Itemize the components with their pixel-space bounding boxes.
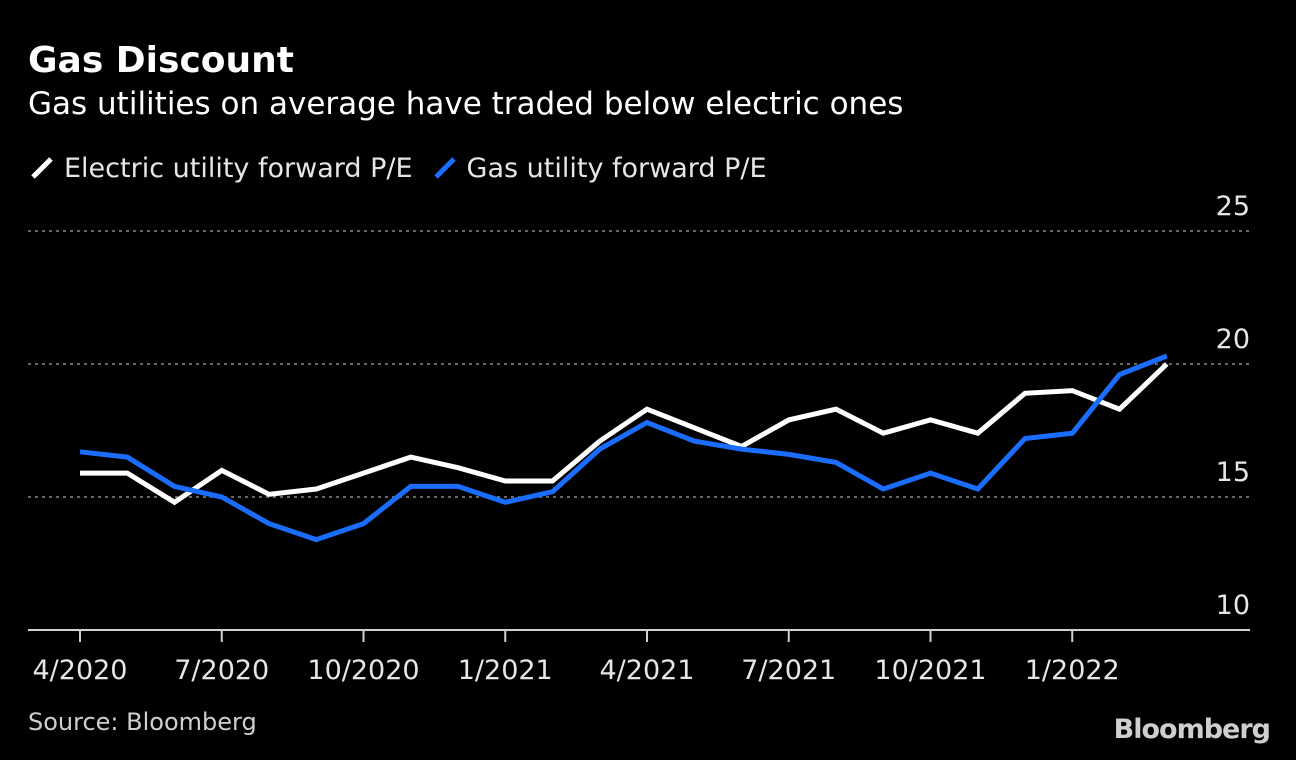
x-tick-label-4/2020: 4/2020 bbox=[33, 655, 128, 686]
y-tick-label-25: 25 bbox=[1216, 191, 1250, 222]
legend-item-electric: Electric utility forward P/E bbox=[30, 153, 413, 184]
series-layer bbox=[79, 353, 1169, 543]
x-tick-label-10/2020: 10/2020 bbox=[307, 655, 419, 686]
x-tick-label-10/2021: 10/2021 bbox=[874, 655, 986, 686]
grid-layer bbox=[28, 230, 1250, 498]
legend-swatch-gas bbox=[433, 157, 456, 179]
x-tick-label-7/2021: 7/2021 bbox=[741, 655, 836, 686]
bloomberg-logo: Bloomberg bbox=[1113, 714, 1271, 745]
y-tick-label-20: 20 bbox=[1216, 324, 1250, 355]
series-line-1 bbox=[79, 353, 1168, 543]
line-chart: 10 15 20 25 4/2020 7/2020 10/2020 1/2021 4/2021 7… bbox=[28, 191, 1250, 686]
legend-label-gas: Gas utility forward P/E bbox=[466, 152, 767, 184]
x-tick-label-1/2021: 1/2021 bbox=[458, 655, 553, 686]
legend: Electric utility forward P/E Gas utility… bbox=[30, 152, 787, 184]
legend-label-electric: Electric utility forward P/E bbox=[64, 152, 413, 184]
chart-title: Gas Discount bbox=[28, 40, 294, 81]
axis-layer: 10 15 20 25 4/2020 7/2020 10/2020 1/2021 4/2021 7… bbox=[28, 191, 1250, 686]
series-line-0 bbox=[80, 362, 1169, 506]
y-tick-label-10: 10 bbox=[1216, 590, 1250, 621]
source-note: Source: Bloomberg bbox=[28, 708, 257, 736]
legend-swatch-electric bbox=[31, 157, 53, 179]
y-tick-label-15: 15 bbox=[1216, 457, 1250, 488]
x-tick-label-4/2021: 4/2021 bbox=[600, 655, 695, 686]
chart-subtitle: Gas utilities on average have traded bel… bbox=[28, 86, 904, 122]
x-tick-label-7/2020: 7/2020 bbox=[174, 655, 269, 686]
legend-item-gas: Gas utility forward P/E bbox=[433, 153, 767, 184]
x-tick-label-1/2022: 1/2022 bbox=[1025, 655, 1120, 686]
